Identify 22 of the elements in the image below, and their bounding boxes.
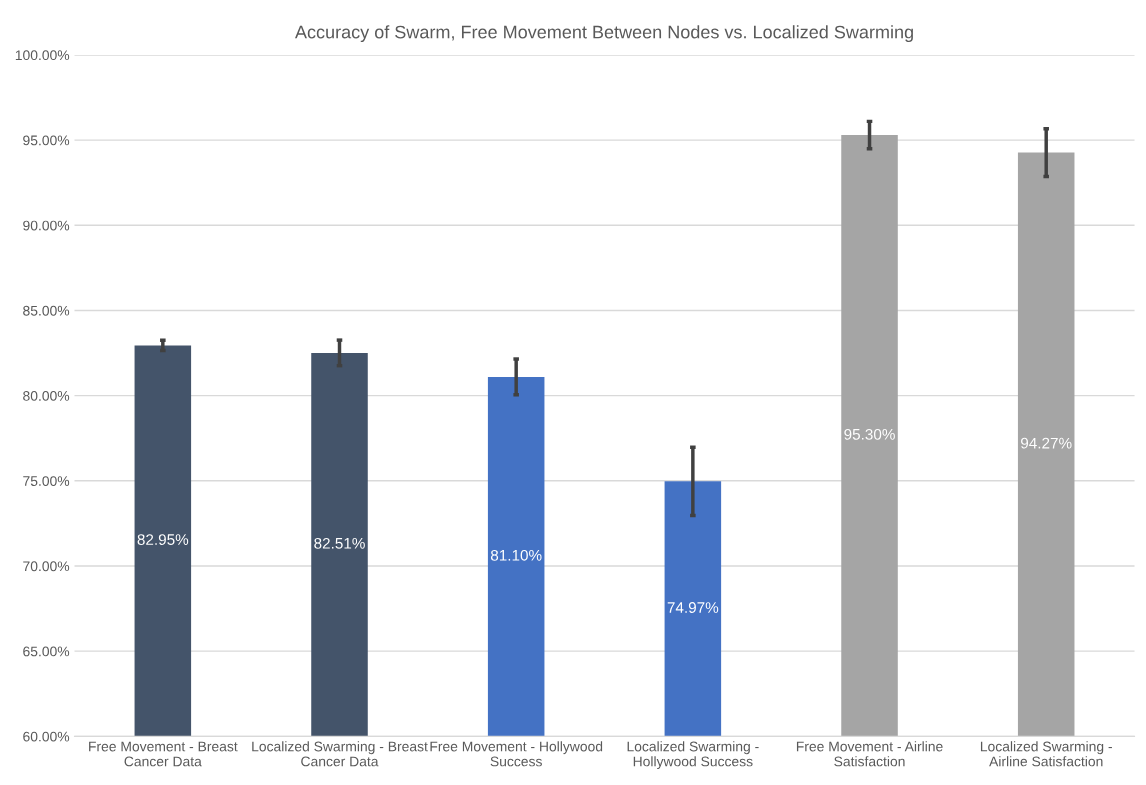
y-tick-label: 85.00% <box>23 305 70 316</box>
data-label: 81.10% <box>490 549 542 561</box>
y-tick-label: 65.00% <box>23 646 70 657</box>
data-label: 95.30% <box>844 428 895 440</box>
data-label: 94.27% <box>1021 437 1072 449</box>
y-tick-label: 95.00% <box>23 135 70 146</box>
x-tick-label: Localized Swarming - Breast Cancer Data <box>252 741 428 767</box>
y-tick-label: 80.00% <box>23 390 70 401</box>
data-label: 82.95% <box>137 534 189 545</box>
data-label: 74.97% <box>667 602 719 613</box>
x-tick-label: Free Movement - Airline Satisfaction <box>796 741 943 767</box>
y-tick-label: 70.00% <box>23 561 70 572</box>
y-tick-label: 90.00% <box>23 220 70 231</box>
y-tick-label: 100.00% <box>15 50 70 61</box>
x-tick-label: Localized Swarming - Hollywood Success <box>627 741 759 770</box>
x-tick-label: Localized Swarming - Airline Satisfaction <box>980 741 1112 767</box>
chart-title: Accuracy of Swarm, Free Movement Between Nodes vs. Localized Swarming <box>294 25 913 43</box>
data-label: 82.51% <box>314 537 365 549</box>
y-tick-label: 60.00% <box>23 731 70 742</box>
x-tick-label: Free Movement - Breast Cancer Data <box>89 741 238 767</box>
y-tick-label: 75.00% <box>23 476 70 486</box>
x-tick-label: Free Movement - Hollywood Success <box>430 741 603 767</box>
